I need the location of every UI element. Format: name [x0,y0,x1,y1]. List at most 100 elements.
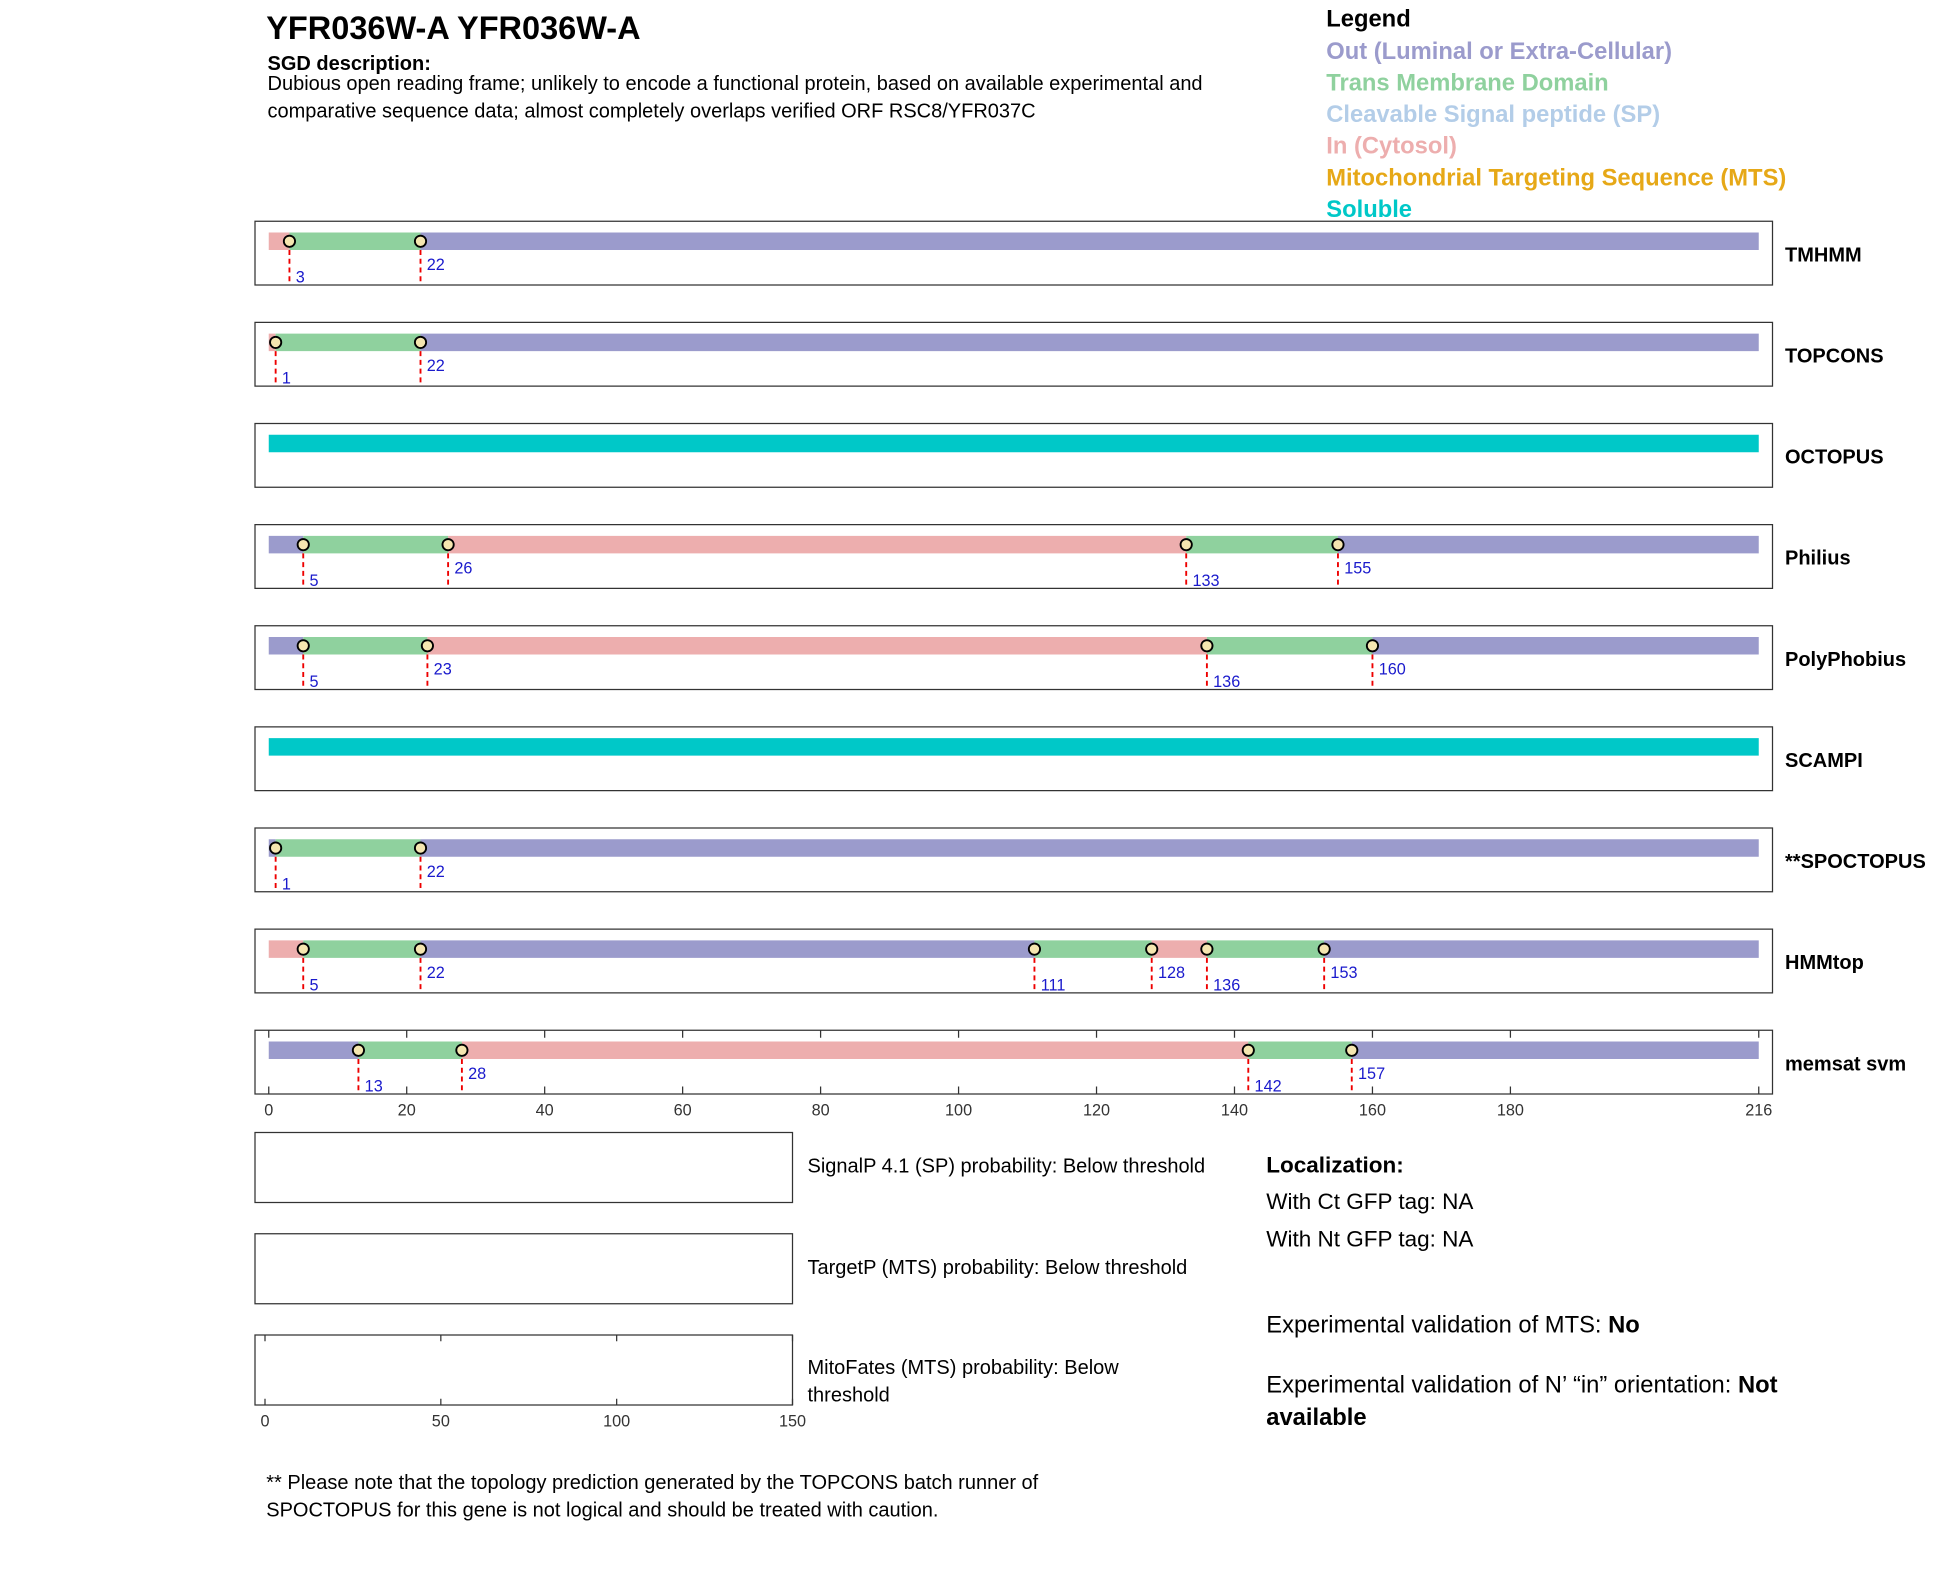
validation-label: Experimental validation of MTS: [1266,1312,1608,1339]
boundary-marker [1145,942,1159,956]
boundary-marker [269,335,283,349]
description: comparative sequence data; almost comple… [268,101,1036,123]
x-tick-label: 216 [1745,1101,1772,1119]
boundary-marker [413,942,428,956]
boundary-label: 5 [309,673,318,691]
probability-box [254,1233,794,1305]
boundary-marker [282,234,297,248]
segment [427,637,1207,655]
boundary-label: 136 [1213,673,1240,691]
boundary-marker [413,234,428,248]
x-tick-label: 140 [1221,1101,1248,1119]
boundary-marker [1331,538,1345,552]
segment [275,839,421,857]
segment [268,1041,359,1059]
boundary-marker [351,1043,365,1057]
boundary-label: 155 [1344,559,1371,577]
localization-nt: With Nt GFP tag: NA [1266,1226,1473,1251]
segment [289,232,421,250]
probability-label: MitoFates (MTS) probability: Below [808,1357,1120,1379]
boundary-marker [1200,639,1214,653]
boundary-marker [1200,942,1214,956]
boundary-label: 3 [296,269,305,287]
boundary-label: 22 [427,863,445,881]
segment [268,535,304,554]
track-name: HMMtop [1785,952,1864,974]
legend-item: Mitochondrial Targeting Sequence (MTS) [1326,164,1786,191]
x-tick-label: 180 [1497,1101,1524,1119]
track-name: OCTOPUS [1785,447,1884,469]
segment [1206,637,1373,655]
segment [268,738,1759,756]
segment [1324,940,1759,958]
x-tick-label: 0 [264,1101,273,1119]
track-name: SCAMPI [1785,750,1863,772]
segment [268,637,304,655]
track-box [254,726,1774,792]
localization-ct: With Ct GFP tag: NA [1266,1189,1473,1214]
segment [1206,940,1325,958]
segment [461,1041,1249,1059]
validation: Experimental validation of MTS: No [1266,1312,1640,1339]
track-name: TOPCONS [1785,345,1884,367]
boundary-label: 160 [1379,661,1406,679]
boundary-label: 13 [365,1078,383,1096]
boundary-label: 157 [1358,1065,1385,1083]
track-box [254,422,1774,488]
probability-box [254,1131,794,1204]
segment [420,232,1759,250]
segment [303,940,421,958]
segment [1186,535,1338,554]
boundary-marker [1317,942,1331,956]
boundary-label: 28 [468,1065,486,1083]
segment [420,333,1759,352]
boundary-marker [269,841,283,855]
track-name: TMHMM [1785,244,1862,266]
track-name: Philius [1785,548,1851,570]
legend-title: Legend [1326,5,1410,32]
boundary-label: 23 [434,661,452,679]
x-tick-label: 150 [779,1412,806,1430]
segment [303,535,449,554]
legend-item: Trans Membrane Domain [1326,69,1608,96]
boundary-label: 5 [309,976,318,994]
x-tick-label: 40 [536,1101,554,1119]
track-box [254,220,1774,286]
probability-label: TargetP (MTS) probability: Below thresho… [808,1257,1188,1279]
boundary-marker [296,942,310,956]
track-name: **SPOCTOPUS [1785,851,1926,873]
title: YFR036W-A YFR036W-A [266,10,640,46]
x-tick-label: 100 [603,1412,630,1430]
validation-label: Experimental validation of N’ “in” orien… [1266,1372,1738,1399]
segment [420,940,1035,958]
boundary-label: 22 [427,256,445,274]
track-name: memsat svm [1785,1053,1906,1075]
validation-value: available [1266,1404,1366,1431]
track-box [254,827,1774,893]
boundary-marker [296,538,310,552]
boundary-marker [413,335,428,349]
boundary-label: 5 [309,572,318,590]
segment [1372,637,1759,655]
segment [268,940,304,958]
segment [1351,1041,1759,1059]
note: ** Please note that the topology predict… [266,1472,1038,1494]
legend-item: Out (Luminal or Extra-Cellular) [1326,38,1672,65]
probability-label: threshold [808,1384,890,1406]
boundary-marker [296,639,310,653]
legend-item: Soluble [1326,196,1412,223]
boundary-marker [413,841,428,855]
x-tick-label: 20 [398,1101,416,1119]
validation: Experimental validation of N’ “in” orien… [1266,1372,1777,1399]
validation-value: Not [1738,1372,1778,1399]
segment [303,637,428,655]
x-tick-label: 60 [674,1101,692,1119]
localization-title: Localization: [1266,1153,1404,1178]
x-tick-label: 160 [1359,1101,1386,1119]
boundary-marker [1345,1043,1359,1057]
track-box [254,928,1774,994]
segment [448,535,1187,554]
validation-value: No [1608,1312,1640,1339]
x-tick-label: 100 [945,1101,972,1119]
